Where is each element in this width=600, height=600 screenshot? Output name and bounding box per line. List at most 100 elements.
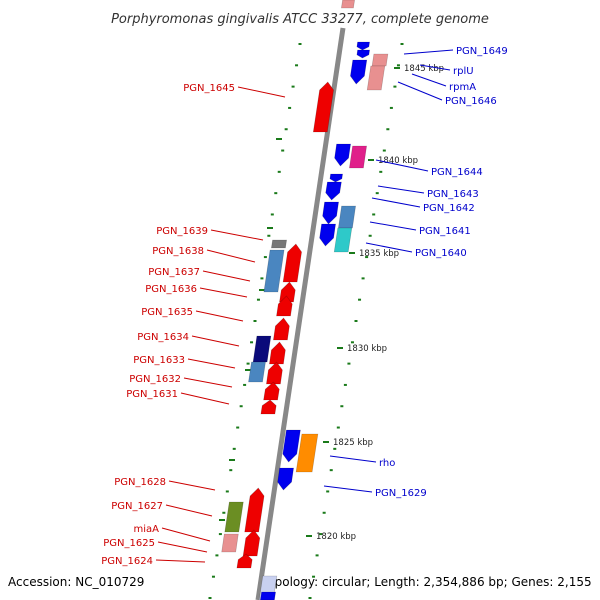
guide-dot xyxy=(315,554,319,557)
guide-dot xyxy=(308,597,312,599)
guide-dot xyxy=(253,320,257,322)
connector-line xyxy=(403,49,454,55)
genome-backbone xyxy=(255,27,346,600)
gene-label: PGN_1649 xyxy=(456,46,508,57)
label-layer: PGN_1645 PGN_1639 PGN_1638 PGN_1637 PGN_1636… xyxy=(101,46,507,567)
scale-label: 1825 kbp xyxy=(333,438,373,448)
scale-tick xyxy=(219,519,225,521)
guide-dot xyxy=(274,192,278,195)
guide-dot xyxy=(393,85,397,88)
guide-dot xyxy=(222,511,226,514)
gene-pgn-1644 xyxy=(334,143,351,167)
connector-line xyxy=(195,310,244,322)
gene-pgn-1639 xyxy=(271,239,287,249)
gene-pgn-1638 xyxy=(282,243,302,283)
guide-dot xyxy=(312,575,316,578)
guide-dot xyxy=(288,106,292,109)
scale-tick xyxy=(229,459,235,461)
guide-dot xyxy=(365,256,369,259)
gene-pgn-1628 xyxy=(244,487,265,533)
guide-dot xyxy=(361,277,365,280)
gene-label: PGN_1636 xyxy=(145,284,197,295)
scale-tick xyxy=(276,138,282,140)
guide-dot xyxy=(396,64,400,67)
guide-dot xyxy=(368,234,372,237)
connector-line xyxy=(191,335,240,347)
gene-miaa xyxy=(221,533,239,553)
gene-label: PGN_1628 xyxy=(114,477,166,488)
connector-line xyxy=(369,221,417,231)
guide-dot xyxy=(281,149,285,152)
gene-top-edge xyxy=(341,0,355,9)
scale-label: 1835 kbp xyxy=(359,249,399,259)
guide-dot xyxy=(347,362,351,365)
gene-label: rpmA xyxy=(449,82,476,93)
guide-dot xyxy=(246,362,250,365)
connector-line xyxy=(377,185,425,194)
scale-tick xyxy=(245,369,251,371)
gene-label: PGN_1635 xyxy=(141,307,193,318)
gene-pgn-1624 xyxy=(236,553,253,569)
connector-line xyxy=(199,287,248,298)
guide-dot xyxy=(239,405,243,408)
connector-line xyxy=(183,377,233,388)
connector-line xyxy=(202,270,251,282)
scale-label: 1840 kbp xyxy=(378,156,418,166)
gene-pgn-1644-b xyxy=(349,145,367,169)
guide-dot xyxy=(277,170,281,173)
gene-rpma xyxy=(366,65,386,91)
gene-label: PGN_1624 xyxy=(101,556,153,567)
gene-rplu xyxy=(350,59,368,85)
guide-dot xyxy=(225,490,229,493)
gene-pgn-1640 xyxy=(333,227,353,253)
guide-dot xyxy=(232,447,236,450)
guide-dot xyxy=(358,298,362,301)
scale-label: 1820 kbp xyxy=(316,532,356,542)
gene-pgn-1649-b xyxy=(356,49,370,59)
gene-pgn-1633 xyxy=(248,361,266,383)
guide-dot xyxy=(319,533,323,536)
gene-label: miaA xyxy=(134,524,160,535)
guide-dot xyxy=(295,64,299,67)
connector-line xyxy=(365,242,413,253)
scale-tick xyxy=(267,227,273,229)
gene-pgn-1631 xyxy=(260,399,277,415)
guide-dot xyxy=(340,405,344,408)
gene-pgn-1629 xyxy=(277,467,294,491)
guide-dot xyxy=(389,106,393,109)
gene-rho-b xyxy=(295,433,319,473)
connector-line xyxy=(155,559,206,563)
gene-pgn-1633-b xyxy=(266,361,283,385)
connector-line xyxy=(397,81,443,101)
gene-label: rho xyxy=(379,458,395,469)
connector-line xyxy=(329,455,377,463)
accession-label: Accession: NC_010729 xyxy=(8,575,144,589)
guide-dot xyxy=(336,426,340,429)
connector-line xyxy=(206,249,256,263)
gene-pgn-1643 xyxy=(329,173,343,183)
connector-line xyxy=(165,504,213,517)
gene-label: PGN_1642 xyxy=(423,203,475,214)
guide-dot xyxy=(350,341,354,344)
guide-dot xyxy=(250,341,254,344)
guide-dot xyxy=(386,128,390,131)
guide-dot xyxy=(236,426,240,429)
connector-layer xyxy=(155,49,454,563)
gene-pgn-1645 xyxy=(312,81,334,133)
connector-line xyxy=(411,73,447,87)
gene-label: PGN_1637 xyxy=(148,267,200,278)
gene-label: PGN_1644 xyxy=(431,167,483,178)
scale-tick xyxy=(337,347,343,349)
connector-line xyxy=(187,358,236,369)
gene-label: PGN_1640 xyxy=(415,248,467,259)
gene-label: PGN_1632 xyxy=(129,374,181,385)
guide-dot xyxy=(263,256,267,259)
gene-label: rplU xyxy=(453,66,474,77)
gene-label: PGN_1633 xyxy=(133,355,185,366)
guide-dot xyxy=(326,490,330,493)
guide-dot xyxy=(298,43,302,45)
guide-dot xyxy=(243,383,247,386)
connector-line xyxy=(371,197,421,208)
map-title: Porphyromonas gingivalis ATCC 33277, com… xyxy=(111,12,489,27)
gene-label: PGN_1643 xyxy=(427,189,479,200)
